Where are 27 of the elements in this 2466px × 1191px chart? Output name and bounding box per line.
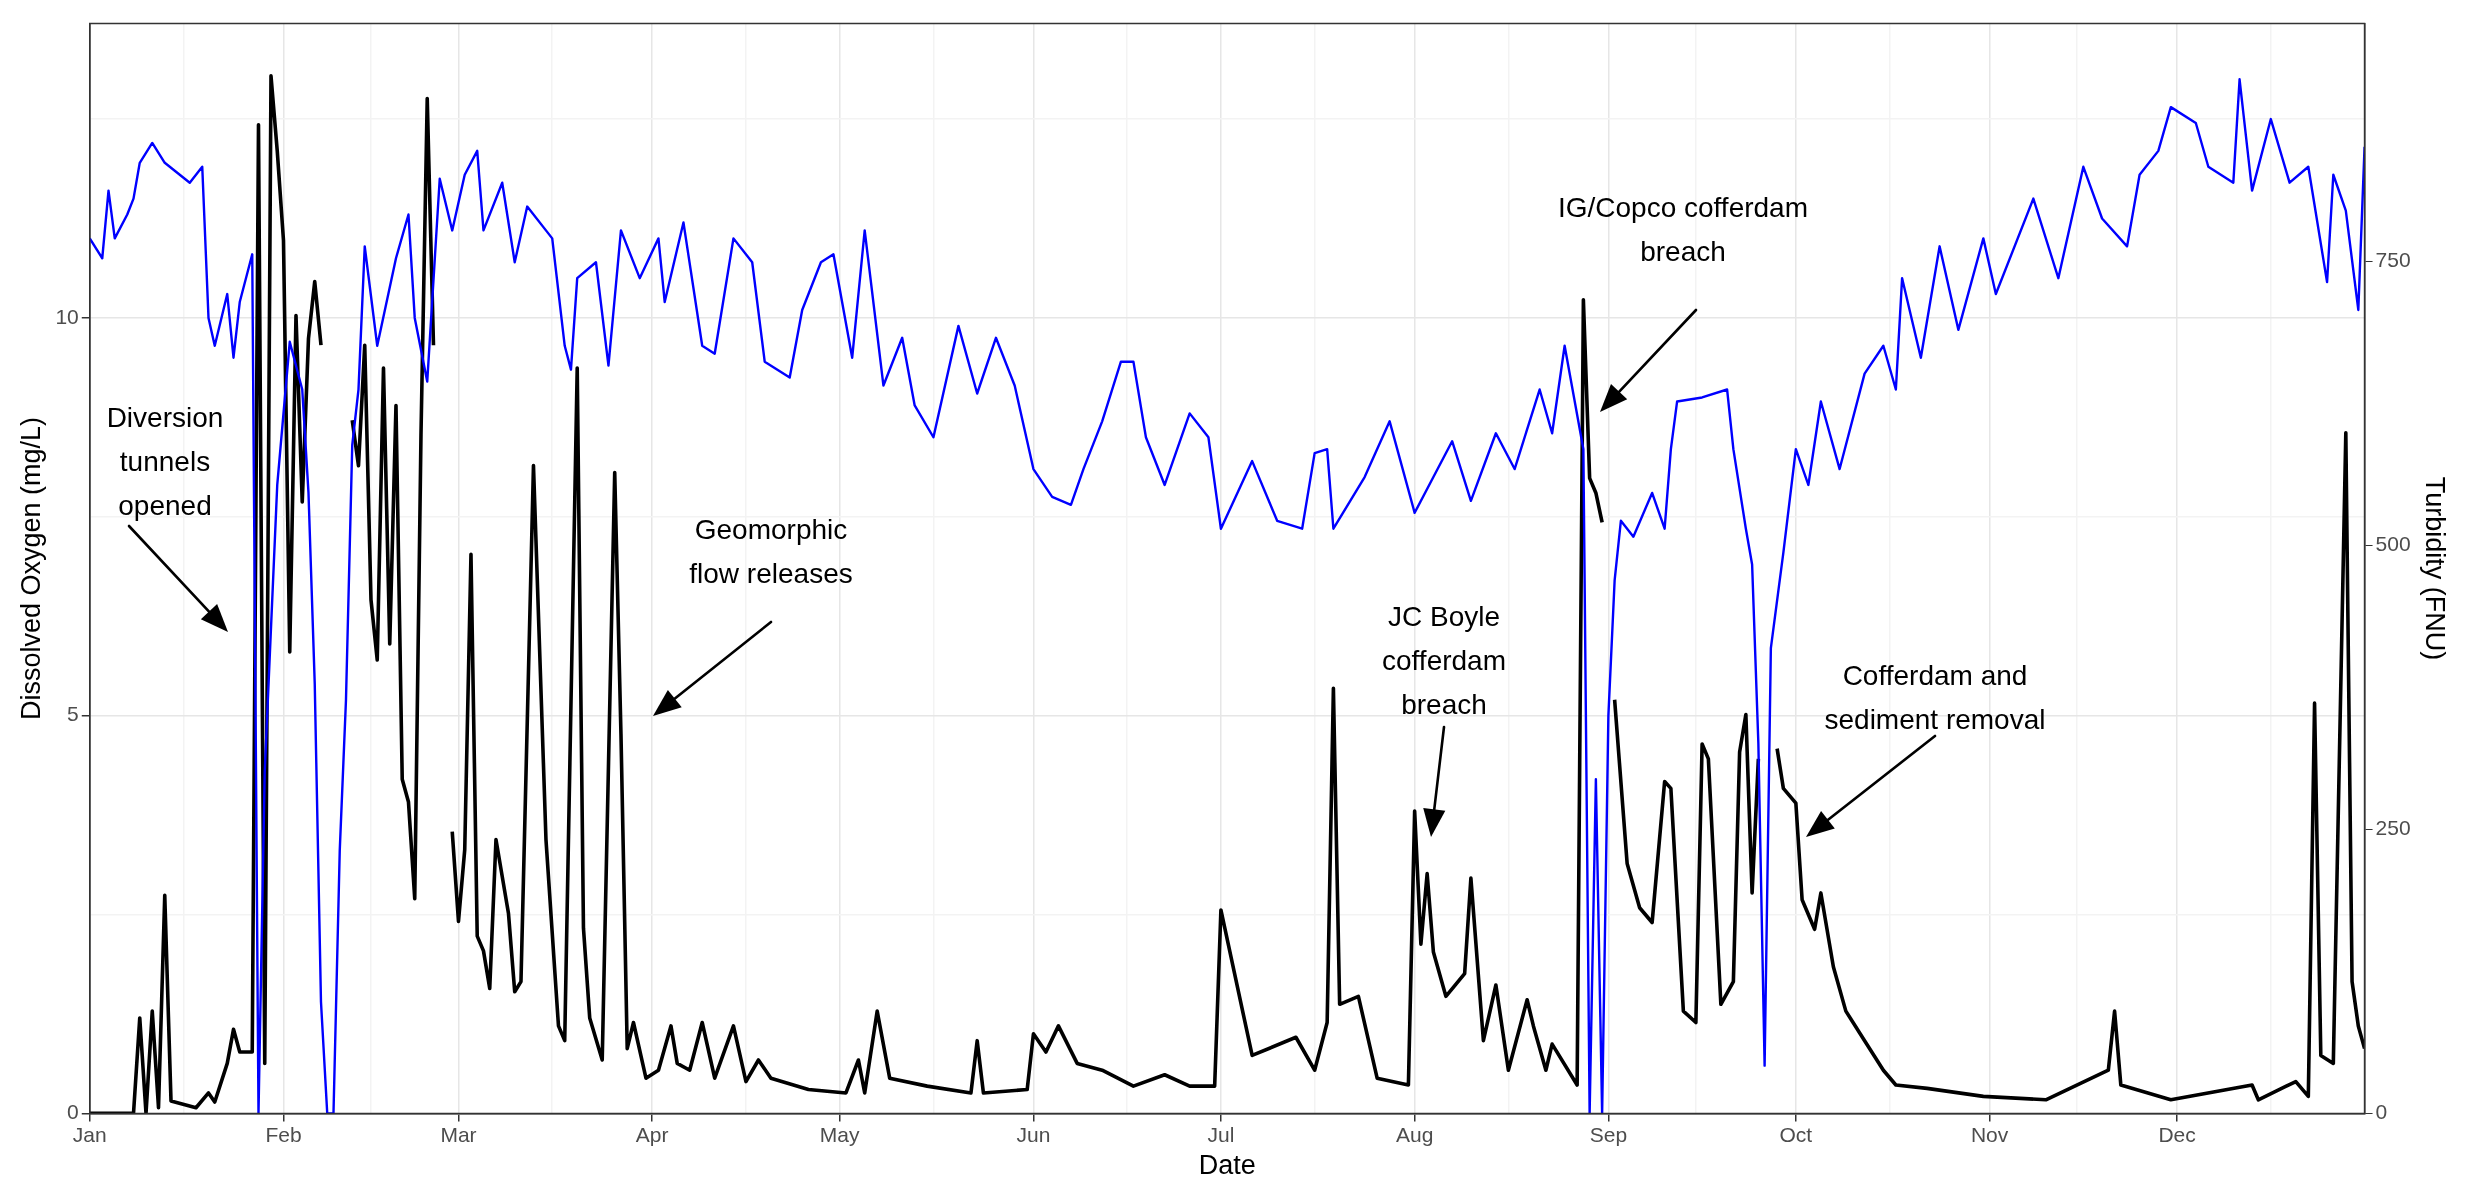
y2-tick-label: 500 bbox=[2375, 532, 2411, 555]
annotation: Geomorphic flow releases bbox=[688, 513, 854, 591]
x-tick-label: Mar bbox=[440, 1122, 477, 1146]
annotation: IG/Copco cofferdam breach bbox=[1556, 191, 1809, 269]
y-axis-title: Dissolved Oxygen (mg/L) bbox=[15, 416, 46, 721]
y-tick-label: 10 bbox=[55, 304, 79, 328]
annotation: Cofferdam and sediment removal bbox=[1823, 659, 2047, 737]
annotation: JC Boyle cofferdam breach bbox=[1381, 600, 1507, 722]
y2-axis-title: Turbidity (FNU) bbox=[2420, 476, 2451, 661]
y2-tick-label: 0 bbox=[2375, 1100, 2388, 1124]
x-tick-label: Sep bbox=[1589, 1122, 1628, 1146]
y2-tick-label: 750 bbox=[2375, 247, 2411, 271]
y-tick-label: 5 bbox=[67, 702, 79, 726]
x-tick-label: Feb bbox=[265, 1122, 302, 1146]
x-tick-label: Jul bbox=[1207, 1122, 1235, 1146]
x-tick-label: Nov bbox=[1970, 1122, 2009, 1146]
x-tick-label: Jan bbox=[72, 1122, 107, 1146]
x-tick-label: Apr bbox=[635, 1122, 669, 1146]
y2-tick-label: 250 bbox=[2375, 816, 2411, 840]
y-tick-label: 0 bbox=[67, 1100, 79, 1124]
x-tick-label: Aug bbox=[1395, 1122, 1434, 1146]
x-tick-label: May bbox=[819, 1122, 861, 1146]
x-tick-label: Jun bbox=[1016, 1122, 1051, 1146]
annotation: Diversion tunnels opened bbox=[105, 401, 225, 523]
x-tick-label: Oct bbox=[1779, 1122, 1813, 1146]
x-axis-title: Date bbox=[1198, 1150, 1256, 1181]
x-tick-label: Dec bbox=[2158, 1122, 2196, 1146]
